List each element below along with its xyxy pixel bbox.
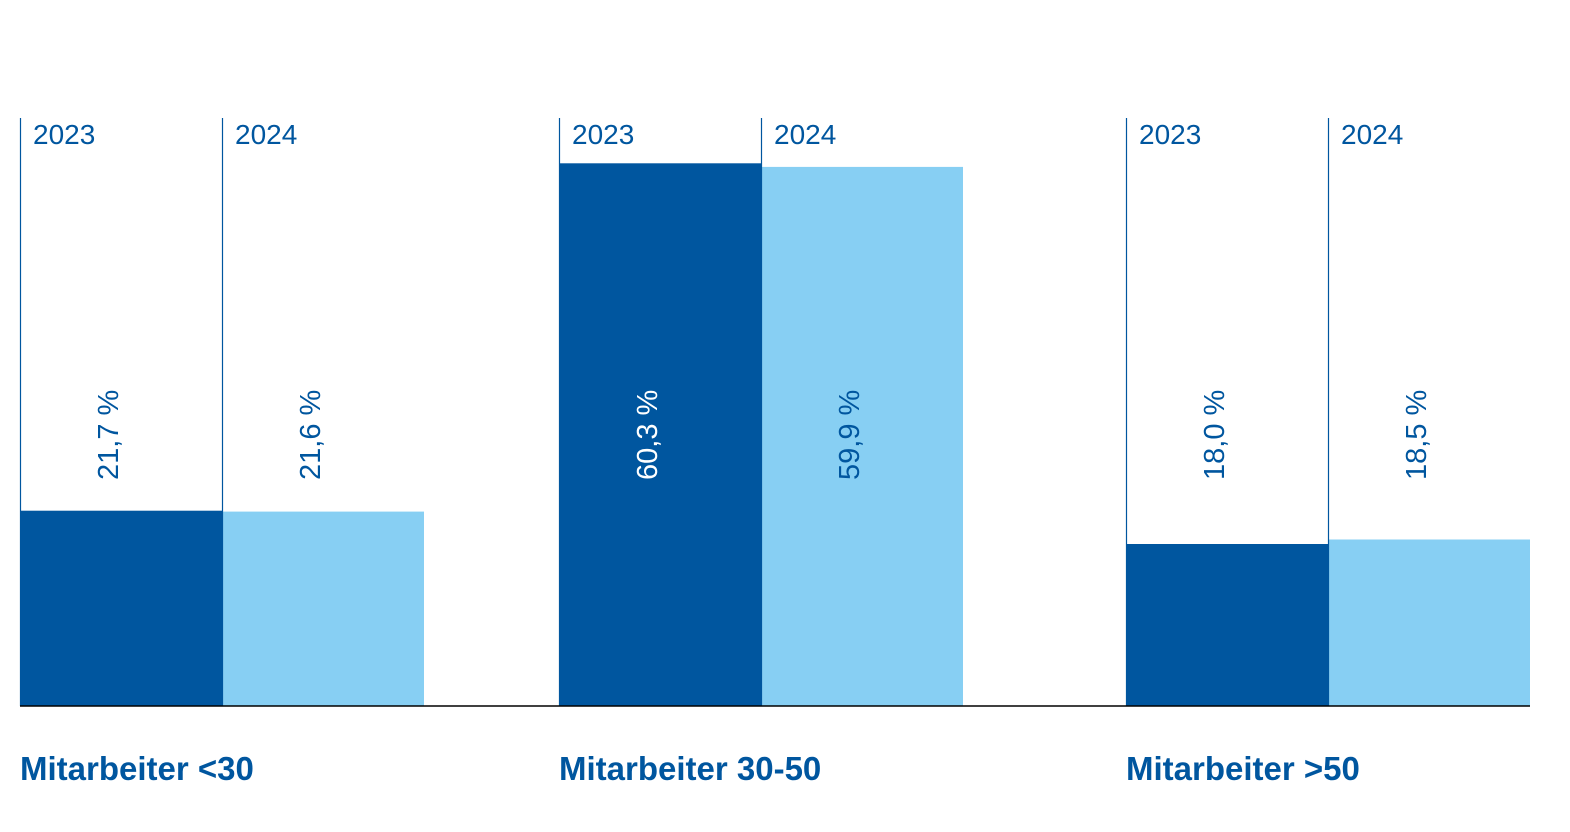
year-label-2023-1: 2023 xyxy=(33,119,95,150)
year-label-2024-2: 2024 xyxy=(774,119,836,150)
value-label-2024-2: 59,9 % xyxy=(834,390,866,480)
value-label-2023-3: 18,0 % xyxy=(1199,390,1231,480)
category-label-1: Mitarbeiter <30 xyxy=(20,750,254,787)
category-label-3: Mitarbeiter >50 xyxy=(1126,750,1360,787)
year-label-2023-3: 2023 xyxy=(1139,119,1201,150)
year-label-2023-2: 2023 xyxy=(572,119,634,150)
bar-2023-1 xyxy=(20,510,222,706)
labels-layer: 2023 21,7 % 2024 21,6 % Mitarbeiter <30 2023 6… xyxy=(20,119,1433,787)
value-label-2023-1: 21,7 % xyxy=(93,390,125,480)
bar-2023-3 xyxy=(1126,544,1328,706)
value-label-2024-3: 18,5 % xyxy=(1401,390,1433,480)
year-label-2024-1: 2024 xyxy=(235,119,297,150)
bar-2024-2 xyxy=(761,166,963,706)
bars-layer xyxy=(20,163,1530,707)
bar-2023-2 xyxy=(559,163,761,707)
bar-2024-3 xyxy=(1328,539,1530,706)
bar-2024-1 xyxy=(222,511,424,706)
year-divider-lines xyxy=(19,118,1330,706)
value-label-2024-1: 21,6 % xyxy=(295,390,327,480)
year-label-2024-3: 2024 xyxy=(1341,119,1403,150)
value-label-2023-2: 60,3 % xyxy=(632,390,664,480)
category-label-2: Mitarbeiter 30-50 xyxy=(559,750,821,787)
